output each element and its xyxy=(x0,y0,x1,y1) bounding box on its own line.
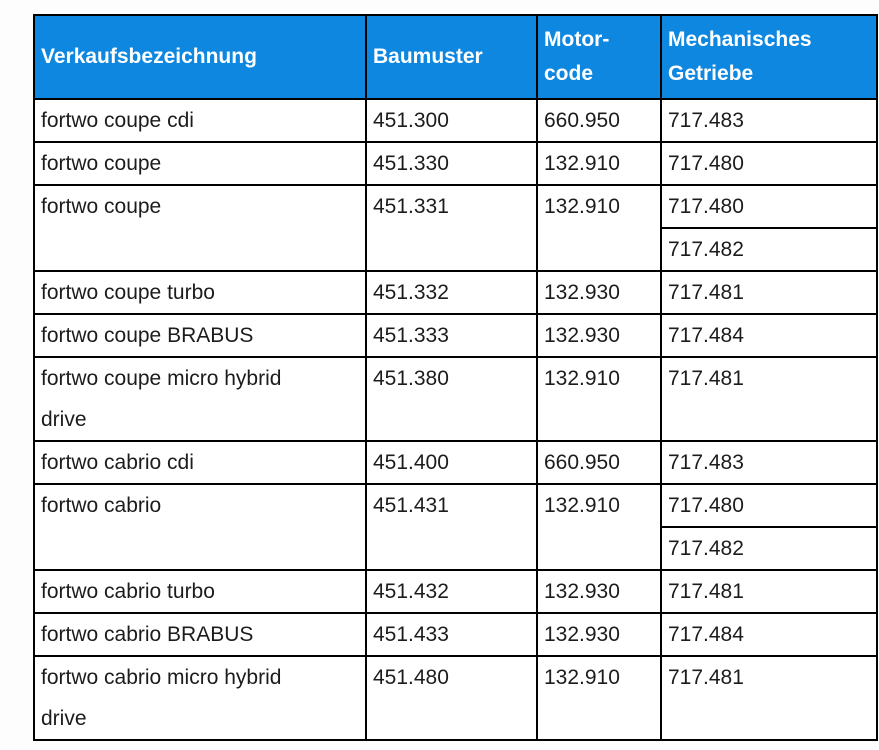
header-row: Verkaufsbezeichnung Baumuster Motor- cod… xyxy=(33,14,878,100)
cell-getriebe: 717.481 xyxy=(660,356,878,442)
cell-getriebe: 717.481 xyxy=(660,270,878,315)
cell-getriebe: 717.480 xyxy=(660,483,878,528)
cell-baumuster: 451.331 xyxy=(365,184,538,272)
cell-getriebe: 717.481 xyxy=(660,569,878,614)
cell-motorcode: 132.910 xyxy=(536,655,662,741)
cell-motorcode: 132.930 xyxy=(536,270,662,315)
model-code-table: Verkaufsbezeichnung Baumuster Motor- cod… xyxy=(33,14,878,741)
cell-verkaufsbezeichnung: fortwo coupe cdi xyxy=(33,98,367,143)
cell-getriebe: 717.483 xyxy=(660,440,878,485)
cell-getriebe: 717.480 xyxy=(660,141,878,186)
cell-verkaufsbezeichnung: fortwo coupe BRABUS xyxy=(33,313,367,358)
cell-baumuster: 451.330 xyxy=(365,141,538,186)
cell-baumuster: 451.433 xyxy=(365,612,538,657)
cell-verkaufsbezeichnung: fortwo coupe turbo xyxy=(33,270,367,315)
cell-getriebe: 717.484 xyxy=(660,612,878,657)
cell-verkaufsbezeichnung: fortwo cabrio turbo xyxy=(33,569,367,614)
cell-verkaufsbezeichnung: fortwo coupe xyxy=(33,184,367,272)
cell-motorcode: 132.910 xyxy=(536,141,662,186)
table-row: fortwo coupe turbo 451.332 132.930 717.4… xyxy=(33,270,878,315)
column-header-verkaufsbezeichnung: Verkaufsbezeichnung xyxy=(33,14,367,100)
table-row: fortwo coupe BRABUS 451.333 132.930 717.… xyxy=(33,313,878,358)
cell-verkaufsbezeichnung: fortwo coupe xyxy=(33,141,367,186)
table-row: fortwo cabrio BRABUS 451.433 132.930 717… xyxy=(33,612,878,657)
cell-verkaufsbezeichnung: fortwo coupe micro hybrid drive xyxy=(33,356,367,442)
cell-motorcode: 132.910 xyxy=(536,356,662,442)
cell-getriebe-2: 717.482 xyxy=(660,526,878,571)
table-row: fortwo coupe cdi 451.300 660.950 717.483 xyxy=(33,98,878,143)
table-row: fortwo coupe micro hybrid drive 451.380 … xyxy=(33,356,878,442)
table-row: fortwo cabrio 451.431 132.910 717.480 xyxy=(33,483,878,571)
cell-verkaufsbezeichnung: fortwo cabrio micro hybrid drive xyxy=(33,655,367,741)
cell-baumuster: 451.431 xyxy=(365,483,538,571)
cell-getriebe: 717.484 xyxy=(660,313,878,358)
table-row: fortwo cabrio turbo 451.432 132.930 717.… xyxy=(33,569,878,614)
table-subrow: 717.482 xyxy=(34,526,878,571)
cell-getriebe-2: 717.482 xyxy=(660,227,878,272)
cell-motorcode: 660.950 xyxy=(536,440,662,485)
column-header-baumuster: Baumuster xyxy=(365,14,538,100)
table-row: fortwo coupe 451.331 132.910 717.480 xyxy=(33,184,878,272)
cell-verkaufsbezeichnung: fortwo cabrio BRABUS xyxy=(33,612,367,657)
table-row: fortwo cabrio cdi 451.400 660.950 717.48… xyxy=(33,440,878,485)
column-header-motorcode: Motor- code xyxy=(536,14,662,100)
cell-baumuster: 451.432 xyxy=(365,569,538,614)
cell-baumuster: 451.380 xyxy=(365,356,538,442)
cell-baumuster: 451.332 xyxy=(365,270,538,315)
cell-motorcode: 132.930 xyxy=(536,612,662,657)
table-row: fortwo coupe 451.330 132.910 717.480 xyxy=(33,141,878,186)
table-subrow: 717.482 xyxy=(34,227,878,272)
cell-verkaufsbezeichnung: fortwo cabrio xyxy=(33,483,367,571)
cell-motorcode: 660.950 xyxy=(536,98,662,143)
cell-getriebe: 717.481 xyxy=(660,655,878,741)
cell-motorcode: 132.910 xyxy=(536,483,662,571)
cell-getriebe: 717.483 xyxy=(660,98,878,143)
cell-motorcode: 132.930 xyxy=(536,313,662,358)
cell-verkaufsbezeichnung: fortwo cabrio cdi xyxy=(33,440,367,485)
cell-baumuster: 451.480 xyxy=(365,655,538,741)
cell-motorcode: 132.930 xyxy=(536,569,662,614)
cell-baumuster: 451.400 xyxy=(365,440,538,485)
column-header-mechanisches-getriebe: Mechanisches Getriebe xyxy=(660,14,878,100)
cell-getriebe: 717.480 xyxy=(660,184,878,229)
cell-baumuster: 451.333 xyxy=(365,313,538,358)
cell-motorcode: 132.910 xyxy=(536,184,662,272)
table-row: fortwo cabrio micro hybrid drive 451.480… xyxy=(33,655,878,741)
cell-baumuster: 451.300 xyxy=(365,98,538,143)
